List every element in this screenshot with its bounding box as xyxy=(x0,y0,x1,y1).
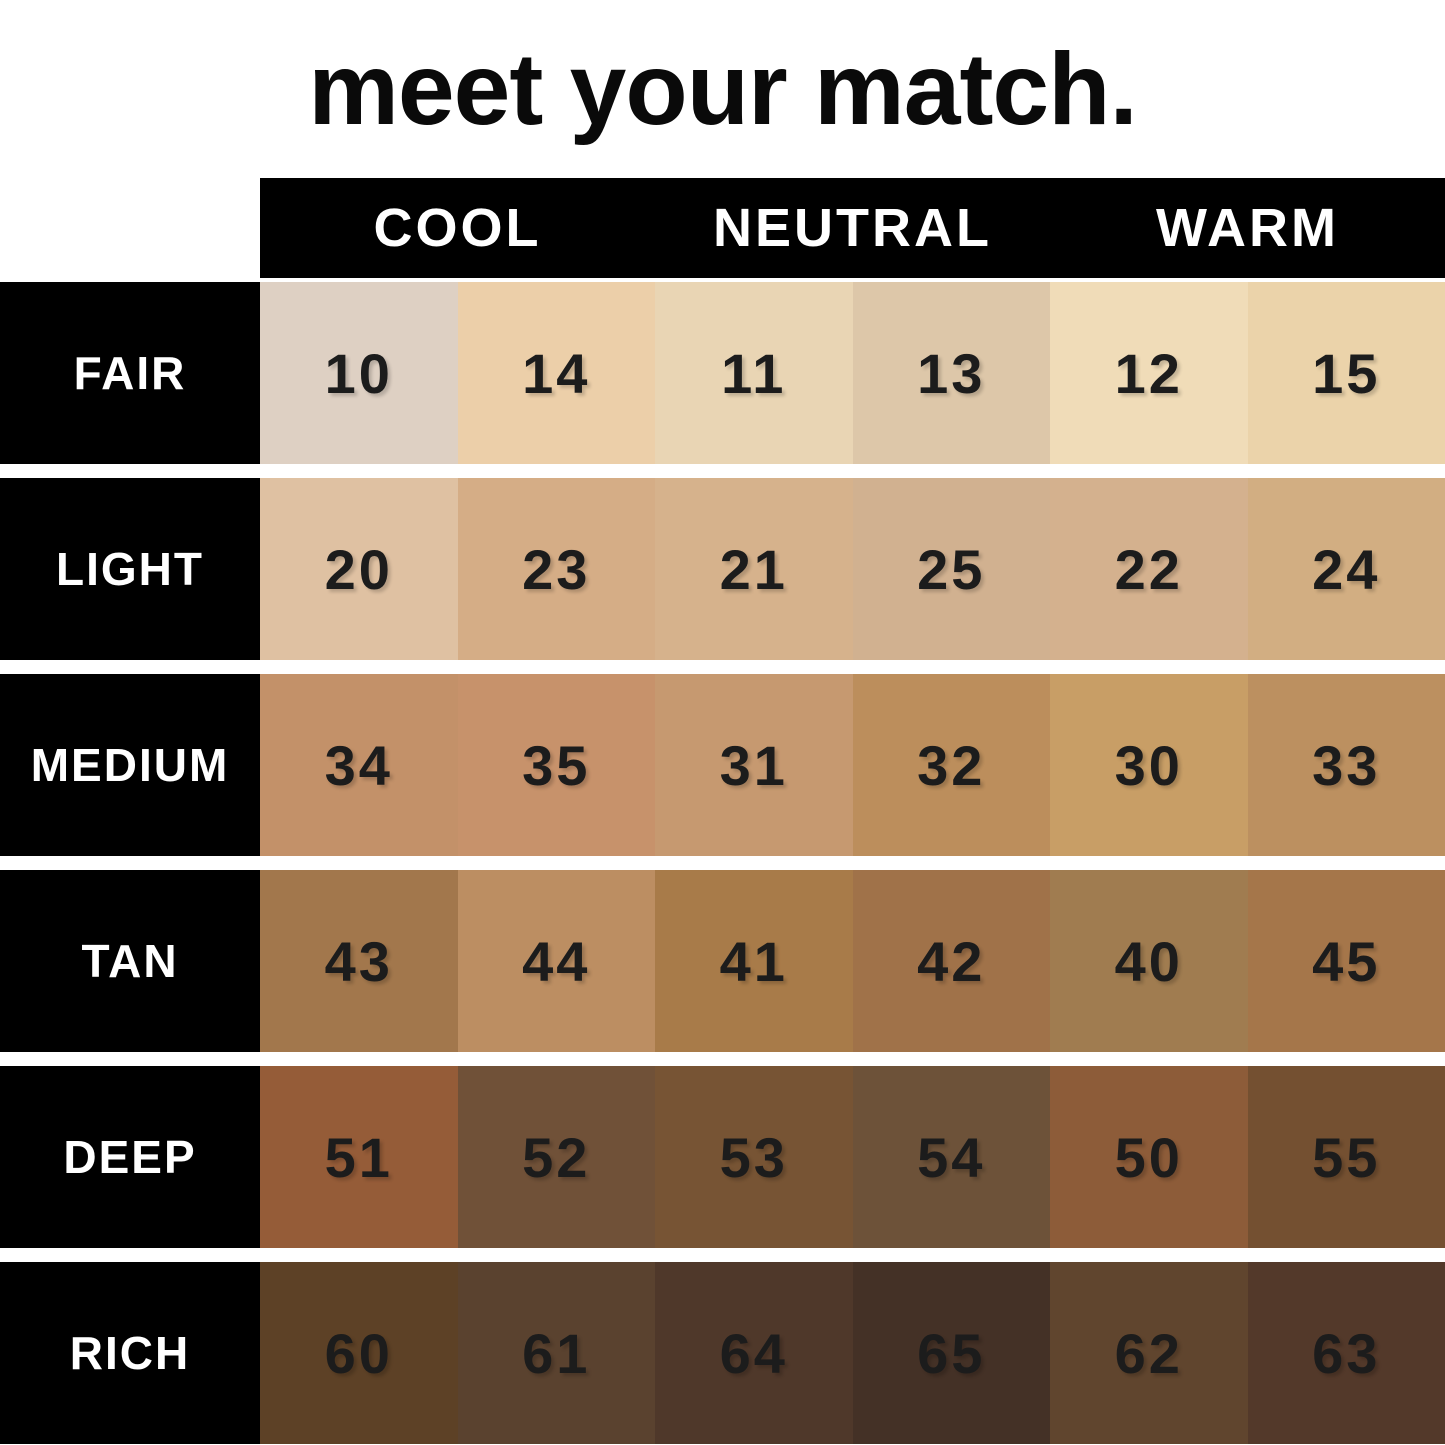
shade-number: 65 xyxy=(917,1321,986,1385)
shade-number: 64 xyxy=(719,1321,788,1385)
shade-swatch: 45 xyxy=(1247,870,1445,1052)
shade-number: 34 xyxy=(324,733,393,797)
shade-swatch: 15 xyxy=(1247,282,1445,464)
undertone-group-warm: WARM xyxy=(1156,198,1339,258)
shade-number: 31 xyxy=(719,733,788,797)
shade-row-fair: FAIR 10 14 11 13 12 15 xyxy=(0,282,1445,464)
shade-swatch: 14 xyxy=(457,282,655,464)
shade-swatch: 34 xyxy=(260,674,458,856)
shade-swatch: 35 xyxy=(457,674,655,856)
shade-number: 40 xyxy=(1114,929,1183,993)
row-label-tan: TAN xyxy=(0,870,260,1052)
shade-row-medium: MEDIUM 34 35 31 32 30 33 xyxy=(0,674,1445,856)
shade-number: 12 xyxy=(1114,341,1183,405)
shade-swatch: 11 xyxy=(655,282,853,464)
shade-swatch: 31 xyxy=(655,674,853,856)
shade-swatch: 62 xyxy=(1050,1262,1248,1444)
shade-number: 45 xyxy=(1312,929,1381,993)
row-label-medium: MEDIUM xyxy=(0,674,260,856)
shade-number: 32 xyxy=(917,733,986,797)
shade-swatch: 24 xyxy=(1247,478,1445,660)
shade-number: 44 xyxy=(522,929,591,993)
shade-swatch: 33 xyxy=(1247,674,1445,856)
shade-swatch: 43 xyxy=(260,870,458,1052)
shade-number: 24 xyxy=(1312,537,1381,601)
shade-number: 54 xyxy=(917,1125,986,1189)
shade-swatch: 32 xyxy=(852,674,1050,856)
shade-swatch: 20 xyxy=(260,478,458,660)
undertone-group-cool: COOL xyxy=(373,198,542,258)
shade-swatch: 40 xyxy=(1050,870,1248,1052)
shade-number: 20 xyxy=(324,537,393,601)
row-label-rich: RICH xyxy=(0,1262,260,1444)
shade-swatch: 60 xyxy=(260,1262,458,1444)
shade-swatch: 10 xyxy=(260,282,458,464)
shade-row-rich: RICH 60 61 64 65 62 63 xyxy=(0,1262,1445,1444)
shade-swatch: 12 xyxy=(1050,282,1248,464)
shade-swatch: 61 xyxy=(457,1262,655,1444)
shade-number: 13 xyxy=(917,341,986,405)
shade-swatch: 50 xyxy=(1050,1066,1248,1248)
row-label-light: LIGHT xyxy=(0,478,260,660)
shade-number: 62 xyxy=(1114,1321,1183,1385)
shade-number: 53 xyxy=(719,1125,788,1189)
shade-number: 52 xyxy=(522,1125,591,1189)
shade-number: 61 xyxy=(522,1321,591,1385)
shade-swatch: 63 xyxy=(1247,1262,1445,1444)
shade-number: 63 xyxy=(1312,1321,1381,1385)
shade-swatch: 44 xyxy=(457,870,655,1052)
shade-number: 50 xyxy=(1114,1125,1183,1189)
row-label-deep: DEEP xyxy=(0,1066,260,1248)
shade-swatch: 52 xyxy=(457,1066,655,1248)
shade-number: 51 xyxy=(324,1125,393,1189)
shade-number: 60 xyxy=(324,1321,393,1385)
shade-number: 11 xyxy=(721,341,787,405)
shade-swatch: 41 xyxy=(655,870,853,1052)
shade-number: 22 xyxy=(1114,537,1183,601)
shade-swatch: 30 xyxy=(1050,674,1248,856)
shade-number: 23 xyxy=(522,537,591,601)
shade-number: 15 xyxy=(1312,341,1381,405)
shade-swatch: 25 xyxy=(852,478,1050,660)
shade-row-light: LIGHT 20 23 21 25 22 24 xyxy=(0,478,1445,660)
undertone-header-bar: COOL NEUTRAL WARM xyxy=(260,178,1445,278)
shade-swatch: 51 xyxy=(260,1066,458,1248)
row-label-fair: FAIR xyxy=(0,282,260,464)
shade-number: 43 xyxy=(324,929,393,993)
shade-number: 30 xyxy=(1114,733,1183,797)
shade-swatch: 54 xyxy=(852,1066,1050,1248)
shade-swatch: 42 xyxy=(852,870,1050,1052)
page-title: meet your match. xyxy=(308,31,1138,146)
undertone-group-neutral: NEUTRAL xyxy=(713,198,992,258)
shade-number: 25 xyxy=(917,537,986,601)
shade-row-tan: TAN 43 44 41 42 40 45 xyxy=(0,870,1445,1052)
shade-swatch: 55 xyxy=(1247,1066,1445,1248)
shade-number: 14 xyxy=(522,341,591,405)
shade-swatch: 21 xyxy=(655,478,853,660)
shade-swatch: 22 xyxy=(1050,478,1248,660)
shade-row-deep: DEEP 51 52 53 54 50 55 xyxy=(0,1066,1445,1248)
shade-number: 55 xyxy=(1312,1125,1381,1189)
shade-swatch: 23 xyxy=(457,478,655,660)
shade-number: 41 xyxy=(719,929,788,993)
shade-number: 42 xyxy=(917,929,986,993)
shade-swatch: 13 xyxy=(852,282,1050,464)
shade-number: 35 xyxy=(522,733,591,797)
shade-swatch: 64 xyxy=(655,1262,853,1444)
shade-swatch: 65 xyxy=(852,1262,1050,1444)
shade-swatch: 53 xyxy=(655,1066,853,1248)
shade-number: 21 xyxy=(719,537,788,601)
shade-number: 33 xyxy=(1312,733,1381,797)
shade-number: 10 xyxy=(324,341,393,405)
